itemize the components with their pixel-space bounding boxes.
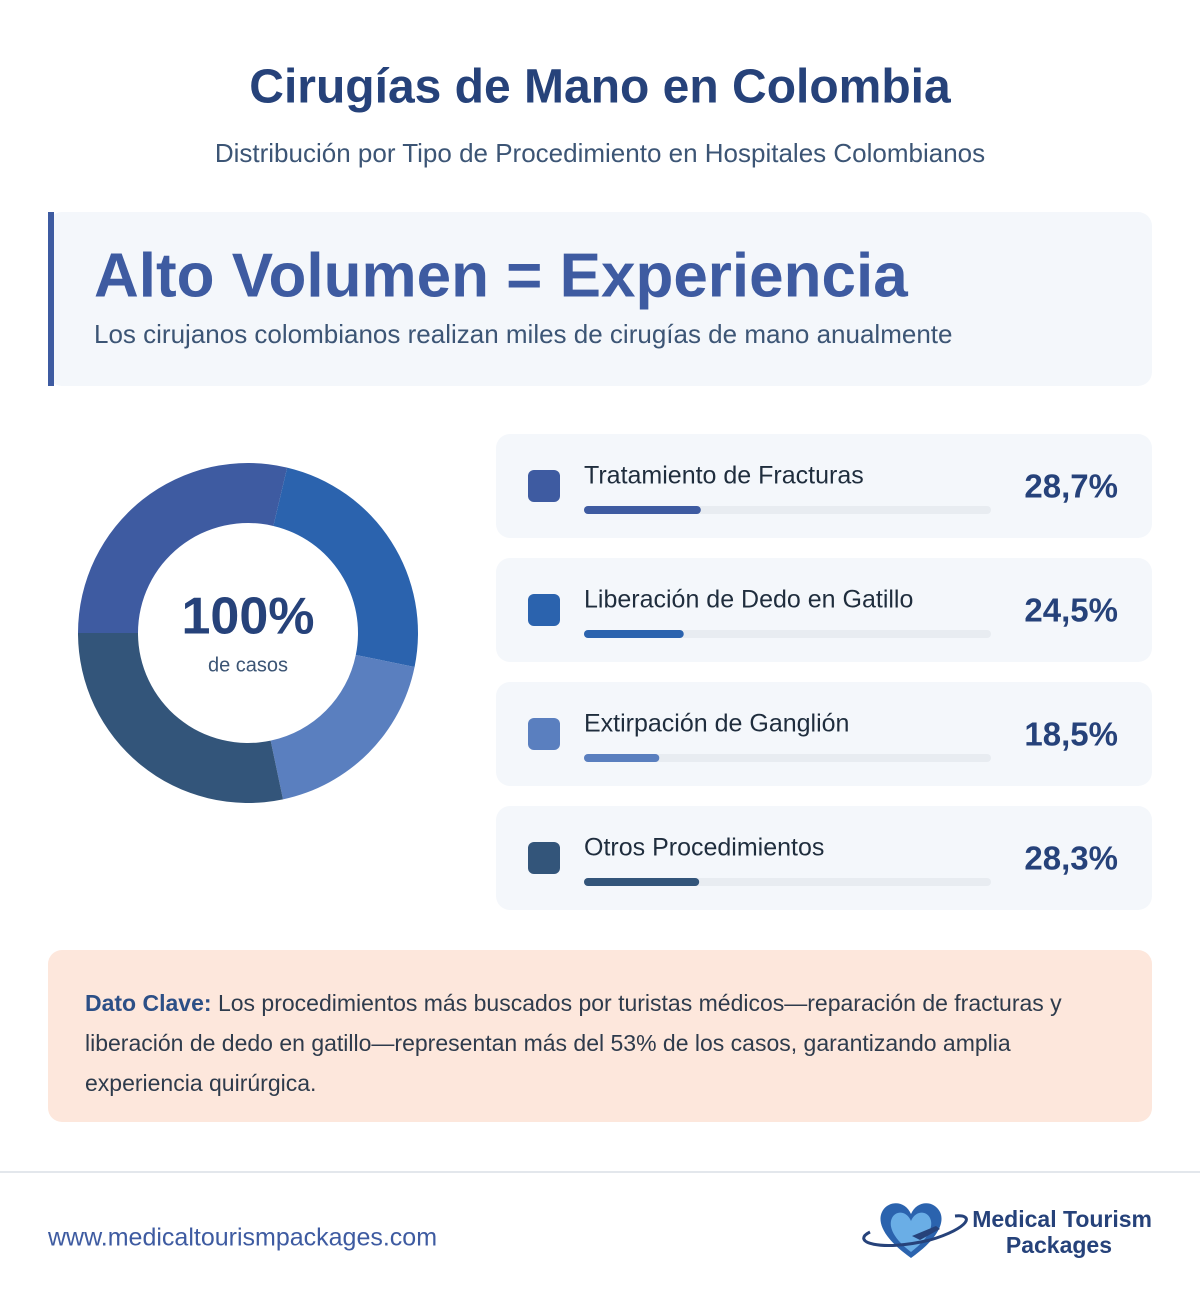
value-label: 24,5% xyxy=(1024,592,1118,629)
value-label: 18,5% xyxy=(1024,716,1118,753)
donut-segment xyxy=(270,654,415,800)
logo-orbit xyxy=(862,1214,968,1247)
donut-segment xyxy=(78,633,283,803)
progress-track xyxy=(584,630,991,638)
value-label: 28,7% xyxy=(1024,468,1118,505)
logo-text: Medical Tourism xyxy=(972,1206,1152,1232)
footer-url: www.medicaltourismpackages.com xyxy=(47,1224,437,1252)
highlight-box xyxy=(48,212,1152,386)
legend-label: Otros Procedimientos xyxy=(584,834,824,862)
highlight-heading: Alto Volumen = Experiencia xyxy=(94,241,908,310)
legend-label: Extirpación de Ganglión xyxy=(584,710,849,738)
logo-plane xyxy=(912,1226,940,1240)
legend-label: Liberación de Dedo en Gatillo xyxy=(584,586,913,614)
key-fact-label: Dato Clave: xyxy=(85,990,212,1016)
logo-icon xyxy=(862,1203,968,1258)
highlight-text: Los cirujanos colombianos realizan miles… xyxy=(94,319,952,349)
progress-bar xyxy=(584,630,684,638)
key-fact: Dato Clave: Los procedimientos más busca… xyxy=(48,950,1152,1122)
legend-swatch xyxy=(528,718,560,750)
legend-swatch xyxy=(528,470,560,502)
legend-swatch xyxy=(528,594,560,626)
logo-text: Packages xyxy=(1006,1232,1112,1258)
legend: Tratamiento de Fracturas 28,7% Liberación … xyxy=(496,434,1152,910)
title: Cirugías de Mano en Colombia xyxy=(249,61,951,114)
donut-segment xyxy=(273,467,418,667)
legend-label: Tratamiento de Fracturas xyxy=(584,462,864,490)
center-label: de casos xyxy=(208,654,288,676)
donut-segment xyxy=(78,462,288,633)
progress-track xyxy=(584,754,991,762)
legend-swatch xyxy=(528,842,560,874)
center-value: 100% xyxy=(182,588,315,646)
highlight-accent xyxy=(48,212,54,386)
key-fact-text: Los procedimientos más buscados por turi… xyxy=(85,990,1062,1096)
progress-bar xyxy=(584,754,660,762)
progress-bar xyxy=(584,506,701,514)
progress-bar xyxy=(584,878,700,886)
donut-chart xyxy=(78,462,418,803)
value-label: 28,3% xyxy=(1024,840,1118,877)
subtitle: Distribución por Tipo de Procedimiento e… xyxy=(215,138,985,168)
